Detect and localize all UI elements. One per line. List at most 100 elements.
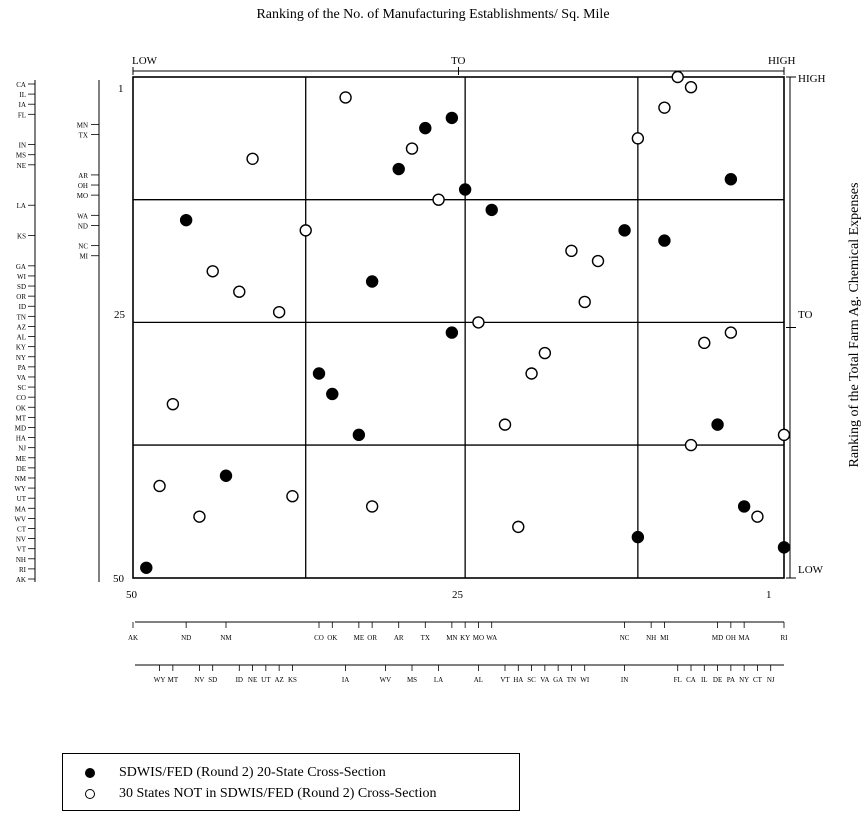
bottom-scale-label: GA [553, 676, 563, 684]
left-scale-label: UT [17, 495, 27, 503]
y-tick-25: 25 [114, 309, 126, 321]
filled-data-point [618, 224, 631, 237]
left-scale-label: AZ [17, 323, 26, 331]
bottom-scale-label: RI [781, 634, 789, 642]
bottom-state-scale-1: AK ND NM CO OK ME OR AR TX MN KY MO WA NC NH MI MD OH MA RI [128, 621, 789, 642]
open-data-point [299, 224, 312, 237]
bottom-scale-label: MO [473, 634, 484, 642]
bottom-scale-label: UT [261, 676, 271, 684]
left-scale-label: LA [17, 202, 26, 210]
left-scale-label: MS [16, 152, 26, 160]
open-data-point [631, 132, 645, 145]
bottom-scale-label: AK [128, 634, 138, 642]
open-circle-icon [85, 789, 95, 799]
bottom-scale-label: FL [674, 676, 682, 684]
open-data-point [286, 490, 299, 503]
left-scale-label: HA [16, 435, 26, 443]
filled-data-point [631, 530, 645, 544]
open-data-point [658, 101, 671, 114]
chart-title: Ranking of the No. of Manufacturing Esta… [256, 7, 609, 22]
bottom-scale-label: SD [208, 676, 217, 684]
bottom-scale-label: KY [460, 634, 470, 642]
bottom-scale-label: NV [194, 676, 204, 684]
open-data-point [578, 295, 591, 309]
left-scale-label: MA [15, 505, 26, 513]
filled-circle-icon [85, 768, 95, 778]
bottom-scale-label: WY [154, 676, 166, 684]
bottom-scale-label: AL [474, 676, 483, 684]
left-scale-label: MT [16, 414, 27, 422]
open-data-point [671, 70, 684, 84]
left-scale-label: AK [16, 576, 26, 584]
legend-item-filled: SDWIS/FED (Round 2) 20-State Cross-Secti… [85, 764, 386, 782]
filled-data-point [724, 173, 738, 186]
open-data-point [246, 152, 259, 165]
filled-data-point [658, 234, 671, 247]
left-scale-inner-label: NC [78, 243, 88, 251]
left-scale-label: OR [16, 293, 26, 301]
open-data-point [698, 336, 711, 350]
left-scale-label: CO [16, 394, 26, 402]
open-data-point [206, 265, 219, 278]
open-data-point [193, 510, 206, 523]
bottom-scale-label: PA [727, 676, 735, 684]
legend-filled-label: SDWIS/FED (Round 2) 20-State Cross-Secti… [119, 765, 386, 780]
open-data-point [591, 254, 605, 268]
left-scale-label: WY [14, 485, 26, 493]
bottom-scale-label: OR [367, 634, 377, 642]
bottom-scale-label: MT [168, 676, 179, 684]
open-data-point [525, 367, 538, 380]
top-axis-high-label: HIGH [768, 55, 796, 67]
left-scale-label: SD [17, 283, 26, 291]
bottom-scale-label: WV [380, 676, 392, 684]
left-scale-label: ID [19, 303, 26, 311]
left-scale-label: IL [19, 91, 26, 99]
left-scale-inner-label: WA [77, 212, 88, 220]
left-scale-inner-label: ND [78, 222, 88, 230]
filled-data-point [445, 326, 459, 339]
filled-data-point [352, 428, 366, 442]
open-data-point [751, 510, 764, 523]
left-scale-inner-label: MO [77, 192, 88, 200]
bottom-scale-label: LA [434, 676, 443, 684]
bottom-scale-label: NY [739, 676, 749, 684]
bottom-scale-label: WI [580, 676, 590, 684]
open-data-point [233, 285, 246, 298]
left-scale-label: AL [17, 334, 26, 342]
bottom-scale-label: KS [288, 676, 297, 684]
open-data-point [565, 244, 578, 258]
left-scale-inner-label: MI [79, 253, 88, 261]
bottom-scale-label: TN [567, 676, 576, 684]
open-data-point [777, 428, 791, 442]
right-axis-low-label: LOW [798, 564, 824, 576]
open-data-point [684, 438, 698, 452]
filled-data-point [445, 111, 459, 125]
plot-frame [132, 67, 796, 579]
bottom-scale-label: VT [500, 676, 510, 684]
right-axis-to-label: TO [798, 309, 813, 321]
open-data-point [432, 193, 445, 206]
top-axis-low-label: LOW [132, 55, 158, 67]
left-scale-label: NJ [18, 445, 26, 453]
left-scale-label: WI [17, 273, 27, 281]
bottom-scale-label: MI [660, 634, 669, 642]
open-data-point [538, 346, 552, 360]
plot-border [132, 76, 785, 579]
left-scale-label: VT [17, 546, 27, 554]
filled-data-point [711, 418, 724, 431]
bottom-scale-label: HA [513, 676, 523, 684]
open-data-point [272, 305, 286, 319]
left-scale-label: CA [16, 81, 26, 89]
bottom-scale-label: AZ [274, 676, 283, 684]
filled-data-point [326, 387, 339, 401]
bottom-scale-label: NC [620, 634, 630, 642]
filled-data-point [419, 121, 432, 135]
left-scale-label: NM [15, 475, 27, 483]
filled-data-point [777, 541, 791, 554]
y-tick-1: 1 [118, 83, 124, 95]
bottom-scale-label: ND [181, 634, 191, 642]
left-state-scale: CA IL IA FL IN MS NE LA KS GA WI SD OR ID TN AZ AL KY NY PA… [14, 80, 100, 584]
bottom-scale-label: NH [646, 634, 656, 642]
open-data-point [166, 397, 180, 411]
